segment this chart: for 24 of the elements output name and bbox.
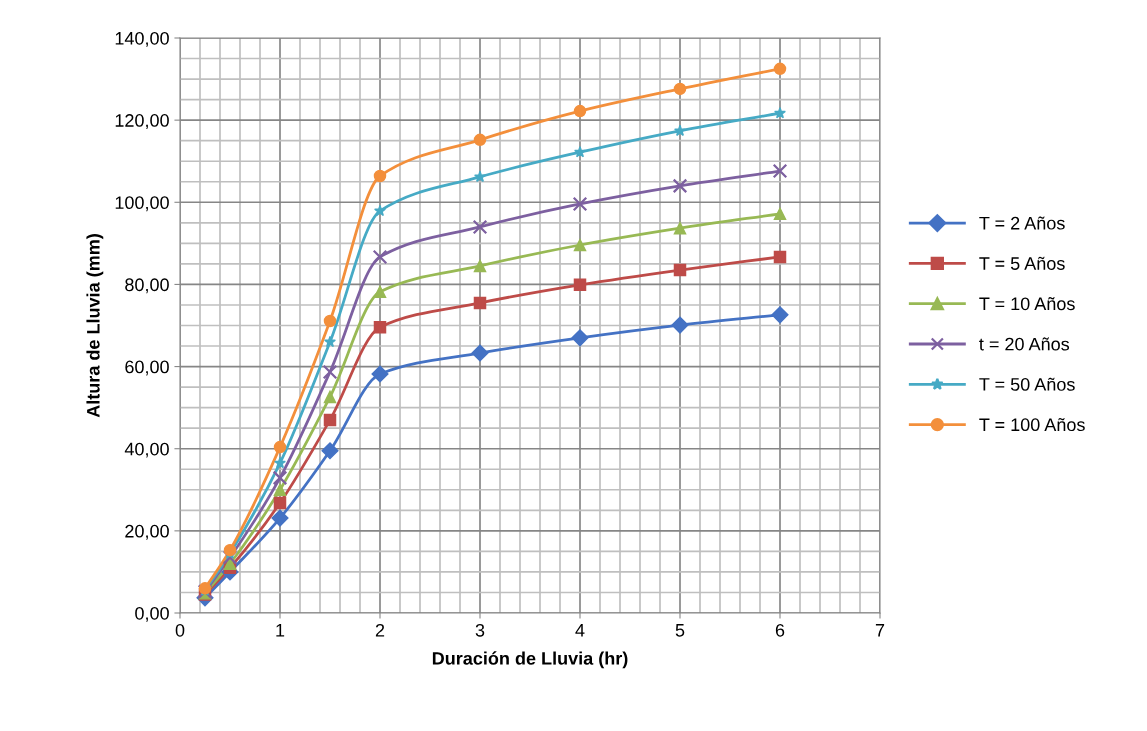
x-axis-title: Duración de Lluvia (hr) <box>432 651 628 669</box>
y-tick-label: 20,00 <box>125 524 169 540</box>
y-tick-label: 0,00 <box>135 606 169 622</box>
x-tick-label: 4 <box>575 624 585 637</box>
x-tick-label: 7 <box>875 624 885 637</box>
legend-label: T = 10 Años <box>979 297 1075 311</box>
x-tick-label: 5 <box>675 624 685 637</box>
y-tick-label: 80,00 <box>125 278 169 294</box>
legend-label: T = 2 Años <box>979 216 1065 230</box>
y-axis-title: Altura de Lluvia (mm) <box>86 234 104 418</box>
y-tick-label: 60,00 <box>125 360 169 376</box>
y-tick-label: 100,00 <box>115 196 169 212</box>
y-tick-label: 140,00 <box>115 31 169 47</box>
x-tick-label: 0 <box>175 623 185 637</box>
x-tick-label: 2 <box>375 623 385 637</box>
legend-label: t = 20 Años <box>979 337 1070 351</box>
x-tick-label: 3 <box>475 623 485 637</box>
y-tick-label: 40,00 <box>124 442 169 458</box>
x-tick-label: 6 <box>775 623 785 637</box>
legend-label: T = 50 Años <box>979 377 1075 391</box>
legend-label: T = 100 Años <box>979 417 1085 432</box>
y-tick-label: 120,00 <box>115 114 169 129</box>
legend-label: T = 5 Años <box>979 256 1065 270</box>
x-tick-label: 1 <box>276 624 285 637</box>
